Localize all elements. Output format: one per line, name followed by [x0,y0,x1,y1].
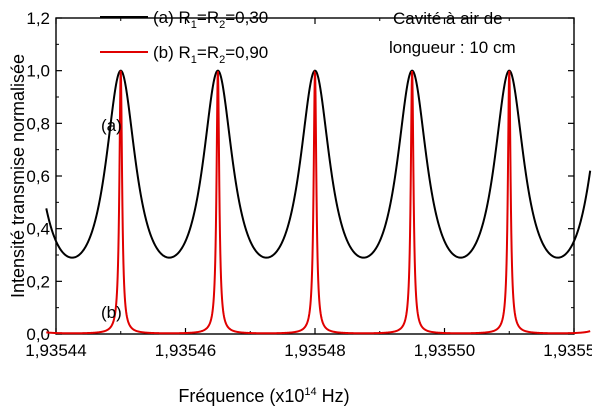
y-tick-label: 0,2 [26,272,50,291]
y-tick-label: 0,0 [26,325,50,344]
curves [45,69,592,335]
series-a-line [45,69,592,259]
x-axis-title: Fréquence (x1014 Hz) [178,386,349,406]
legend-label-b: (b) R1=R2=0,90 [153,43,268,66]
x-tick-label: 1,93546 [155,341,216,360]
y-tick-label: 0,4 [26,220,50,239]
x-tick-label: 1,93550 [414,341,475,360]
note-line-1: Cavité à air de [393,9,503,28]
x-tick-label: 1,93552 [543,341,592,360]
y-tick-label: 0,8 [26,114,50,133]
y-tick-label: 0,6 [26,167,50,186]
curve-label-a: (a) [101,116,122,135]
curve-label-b: (b) [101,303,122,322]
legend-label-a: (a) R1=R2=0,30 [153,8,268,31]
x-tick-label: 1,93544 [25,341,86,360]
plot-frame [55,17,575,335]
series-b-line [46,69,591,335]
legend: (a) R1=R2=0,30 (b) R1=R2=0,90 [100,8,268,66]
x-tick-label: 1,93548 [284,341,345,360]
y-axis-title: Intensité transmise normalisée [8,54,28,298]
y-tick-label: 1,0 [26,62,50,81]
y-tick-label: 1,2 [26,9,50,28]
note-line-2: longueur : 10 cm [389,38,516,57]
